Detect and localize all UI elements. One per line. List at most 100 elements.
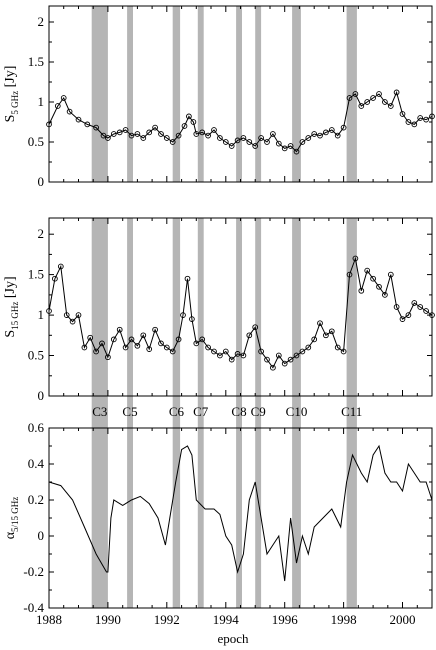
component-band-c3: [91, 428, 108, 608]
y-axis-label-sub: 5/15 GHz: [10, 497, 20, 532]
component-band-gap-c11: [346, 396, 357, 428]
data-point: [317, 132, 323, 139]
data-point: [240, 352, 247, 359]
x-tick-label: 1990: [95, 612, 121, 627]
data-point: [169, 348, 176, 355]
data-point: [352, 255, 359, 262]
data-point: [152, 326, 158, 333]
data-point: [134, 131, 141, 137]
data-point: [346, 271, 353, 278]
data-point: [54, 103, 61, 109]
data-point: [358, 287, 365, 294]
data-point: [158, 131, 164, 137]
component-label-c3: C3: [92, 404, 107, 419]
component-label-c8: C8: [231, 404, 246, 419]
data-point: [287, 356, 294, 363]
data-point: [66, 108, 73, 115]
data-point: [116, 326, 123, 333]
data-point: [340, 348, 347, 355]
data-point: [387, 271, 394, 278]
data-point: [189, 316, 195, 322]
data-point: [184, 275, 191, 282]
component-band-c11: [346, 218, 357, 396]
data-point: [240, 135, 247, 141]
data-point: [429, 312, 435, 318]
data-point: [105, 135, 111, 141]
data-point: [405, 119, 412, 125]
x-tick-label: 1988: [36, 612, 62, 627]
data-point: [87, 334, 94, 341]
data-point: [246, 139, 253, 145]
y-tick-label: -0.2: [23, 564, 44, 579]
data-point: [163, 344, 170, 351]
data-point: [417, 304, 424, 310]
data-point: [399, 111, 406, 117]
data-point: [110, 336, 117, 343]
y-axis-label-unit: [Jy]: [3, 276, 18, 301]
x-axis-label: epoch: [217, 631, 249, 646]
component-band-c9: [255, 218, 262, 396]
series-line: [48, 444, 433, 582]
data-point: [423, 116, 429, 123]
data-point: [411, 121, 418, 128]
data-point: [175, 132, 182, 139]
data-point: [146, 129, 153, 136]
component-band-gap-c8: [236, 396, 242, 428]
component-label-c11: C11: [341, 404, 362, 419]
y-tick-label: -0.4: [23, 600, 44, 615]
data-point: [93, 348, 99, 355]
data-point: [311, 131, 318, 137]
data-point: [393, 304, 400, 310]
data-point: [246, 332, 253, 339]
data-point: [116, 129, 123, 136]
component-band-c10: [292, 428, 301, 608]
data-point: [399, 316, 406, 322]
data-point: [340, 124, 347, 131]
component-band-c5: [127, 428, 133, 608]
y-axis-label-main: α: [3, 531, 18, 539]
y-axis-label-sub: 5 GHz: [10, 91, 20, 115]
data-point: [105, 354, 111, 361]
data-point: [205, 344, 211, 351]
data-point: [264, 356, 270, 363]
data-point: [186, 113, 192, 120]
x-tick-label: 1996: [272, 612, 299, 627]
data-point: [387, 103, 394, 109]
data-point: [376, 91, 382, 97]
data-point: [328, 127, 335, 133]
component-band-c5: [127, 6, 133, 182]
component-band-c7: [197, 6, 204, 182]
data-point: [46, 308, 52, 314]
y-tick-label: 0.2: [28, 492, 44, 507]
component-band-c8: [236, 428, 242, 608]
data-point: [293, 148, 300, 155]
y-tick-label: 0.6: [28, 420, 45, 435]
x-tick-label: 1992: [154, 612, 180, 627]
data-point: [228, 356, 235, 363]
data-point: [190, 119, 197, 125]
data-point: [305, 135, 312, 141]
data-point: [423, 308, 429, 314]
data-point: [217, 135, 223, 141]
data-point: [128, 336, 135, 343]
data-point: [169, 139, 176, 145]
data-point: [60, 95, 67, 101]
data-point: [299, 348, 306, 355]
component-band-gap-c10: [292, 396, 301, 428]
data-point: [328, 328, 335, 335]
data-point: [346, 95, 353, 101]
component-band-c6: [172, 428, 181, 608]
data-point: [69, 318, 76, 325]
plot-s5: 0 0.5 1 1.5 2 S5 GHz [Jy]: [3, 5, 435, 189]
data-point: [275, 352, 282, 359]
component-band-c7: [197, 218, 204, 396]
component-band-c11: [346, 6, 357, 182]
data-point: [264, 139, 270, 145]
data-point: [122, 344, 129, 351]
component-label-c9: C9: [251, 404, 266, 419]
data-point: [158, 340, 164, 347]
component-band-c8: [236, 6, 242, 182]
data-point: [334, 344, 341, 351]
data-point: [382, 99, 388, 105]
